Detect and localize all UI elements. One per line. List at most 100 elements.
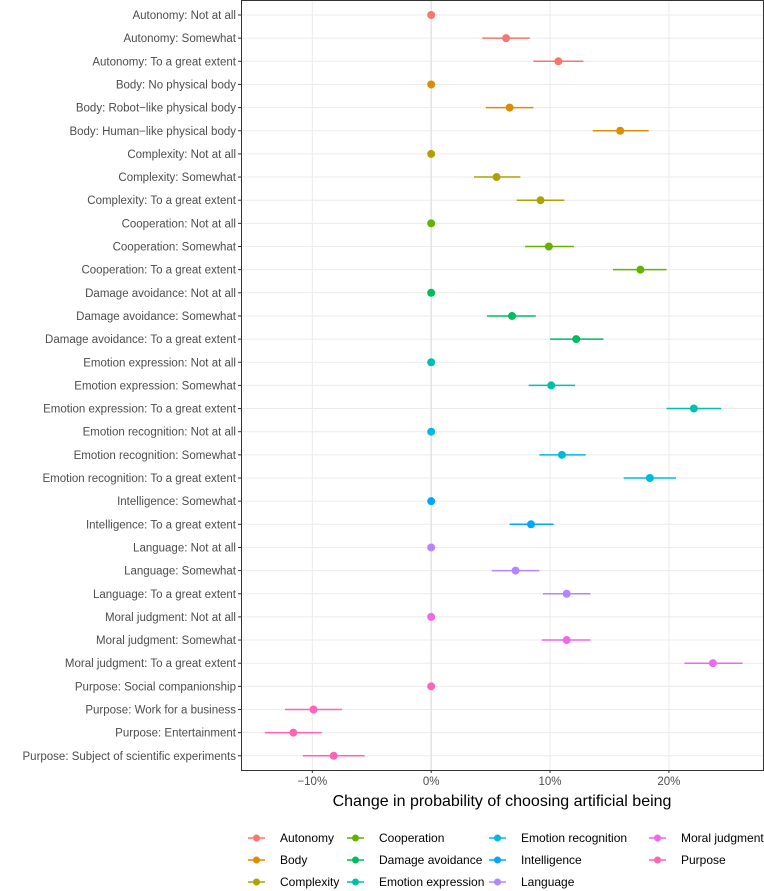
- x-axis-title: Change in probability of choosing artifi…: [333, 793, 672, 810]
- legend: Autonomy Body Complexity Cooperation Damage …: [248, 831, 764, 889]
- estimate-point: [636, 265, 645, 274]
- y-tick-label: Body: Human−like physical body: [69, 126, 236, 138]
- grid-layer: [241, 0, 764, 770]
- y-tick-label: Purpose: Entertainment: [115, 728, 237, 740]
- y-tick-label: Damage avoidance: Not at all: [85, 288, 236, 300]
- y-tick-label: Cooperation: To a great extent: [81, 265, 236, 277]
- legend-key-point: [352, 834, 359, 842]
- y-tick-label: Autonomy: Not at all: [132, 10, 236, 22]
- estimate-point: [645, 474, 654, 482]
- y-tick-label: Moral judgment: Somewhat: [96, 635, 237, 647]
- y-tick-label: Emotion recognition: Somewhat: [74, 450, 237, 462]
- estimate-point: [427, 11, 436, 19]
- legend-key-point: [494, 834, 501, 842]
- y-tick-label: Damage avoidance: Somewhat: [76, 311, 237, 323]
- estimate-point: [427, 288, 436, 297]
- legend-key-point: [494, 878, 501, 886]
- legend-label: Language: [521, 875, 575, 889]
- y-tick-label: Moral judgment: Not at all: [105, 612, 236, 624]
- estimate-point: [547, 381, 556, 390]
- y-tick-label: Emotion expression: Not at all: [83, 357, 236, 369]
- estimate-point: [427, 543, 436, 552]
- legend-key-point: [253, 856, 260, 864]
- estimate-point: [544, 242, 553, 251]
- legend-label: Cooperation: [379, 831, 444, 845]
- estimate-point: [572, 335, 581, 344]
- legend-key-point: [494, 856, 501, 864]
- estimate-point: [427, 427, 436, 436]
- legend-key-point: [253, 878, 260, 886]
- legend-label: Autonomy: [280, 831, 334, 845]
- y-tick-label: Cooperation: Not at all: [122, 218, 236, 230]
- y-tick-label: Language: Not at all: [133, 542, 236, 554]
- y-tick-label: Complexity: Not at all: [127, 149, 236, 161]
- estimate-point: [427, 149, 436, 158]
- y-tick-label: Autonomy: Somewhat: [123, 33, 236, 45]
- y-tick-label: Emotion recognition: To a great extent: [43, 473, 237, 485]
- estimate-point: [708, 659, 717, 668]
- estimate-point: [616, 126, 625, 135]
- legend-key-point: [654, 856, 661, 864]
- legend-key-point: [654, 834, 661, 842]
- y-tick-label: Language: To a great extent: [93, 589, 237, 601]
- y-tick-label: Complexity: To a great extent: [87, 195, 237, 207]
- y-tick-label: Purpose: Work for a business: [85, 705, 236, 717]
- estimate-point: [427, 80, 436, 89]
- point-layer: [289, 11, 717, 760]
- y-tick-label: Language: Somewhat: [124, 566, 237, 578]
- legend-label: Body: [280, 853, 307, 867]
- estimate-point: [689, 404, 698, 413]
- legend-label: Emotion recognition: [521, 831, 627, 845]
- y-tick-label: Moral judgment: To a great extent: [65, 658, 237, 670]
- estimate-point: [527, 520, 536, 529]
- y-tick-label: Purpose: Subject of scientific experimen…: [23, 751, 237, 763]
- legend-label: Emotion expression: [379, 875, 484, 889]
- y-tick-label: Emotion expression: To a great extent: [43, 404, 237, 416]
- legend-label: Purpose: [681, 853, 726, 867]
- estimate-point: [562, 589, 571, 598]
- y-tick-label: Purpose: Social companionship: [75, 681, 236, 693]
- x-tick-label: 0%: [423, 776, 440, 788]
- y-tick-label: Damage avoidance: To a great extent: [45, 334, 237, 346]
- estimate-point: [536, 196, 545, 205]
- y-tick-label: Autonomy: To a great extent: [92, 56, 236, 68]
- legend-label: Moral judgment: [681, 831, 764, 845]
- estimate-point: [427, 358, 436, 367]
- y-tick-labels: Autonomy: Not at all Autonomy: Somewhat Au…: [23, 10, 241, 763]
- y-tick-label: Emotion expression: Somewhat: [74, 380, 237, 392]
- y-tick-label: Cooperation: Somewhat: [113, 242, 237, 254]
- legend-key-point: [352, 856, 359, 864]
- estimate-point: [329, 751, 338, 760]
- legend-label: Complexity: [280, 875, 339, 889]
- estimate-point: [554, 57, 563, 66]
- estimate-point: [511, 566, 520, 575]
- estimate-point: [492, 173, 501, 182]
- x-tick-label: −10%: [297, 776, 327, 788]
- estimate-point: [505, 103, 514, 112]
- estimate-point: [562, 636, 571, 645]
- legend-label: Damage avoidance: [379, 853, 483, 867]
- legend-key-point: [253, 834, 260, 842]
- legend-label: Intelligence: [521, 853, 582, 867]
- x-tick-labels: −10% 0% 10% 20%: [297, 770, 680, 788]
- y-tick-label: Complexity: Somewhat: [118, 172, 236, 184]
- y-tick-label: Emotion recognition: Not at all: [83, 427, 236, 439]
- x-tick-label: 10%: [539, 776, 562, 788]
- estimate-point: [289, 728, 298, 737]
- y-tick-label: Body: Robot−like physical body: [76, 103, 236, 115]
- estimate-point: [427, 612, 436, 621]
- y-tick-label: Intelligence: To a great extent: [86, 519, 237, 531]
- estimate-point: [502, 34, 511, 43]
- estimate-point: [427, 682, 436, 691]
- y-tick-label: Body: No physical body: [116, 79, 236, 91]
- y-tick-label: Intelligence: Somewhat: [117, 496, 237, 508]
- estimate-point: [427, 219, 436, 228]
- estimate-point: [508, 311, 517, 320]
- estimate-point: [309, 705, 318, 714]
- legend-key-point: [352, 878, 359, 886]
- estimate-point: [427, 497, 436, 506]
- estimate-point: [557, 450, 566, 459]
- x-tick-label: 20%: [657, 776, 680, 788]
